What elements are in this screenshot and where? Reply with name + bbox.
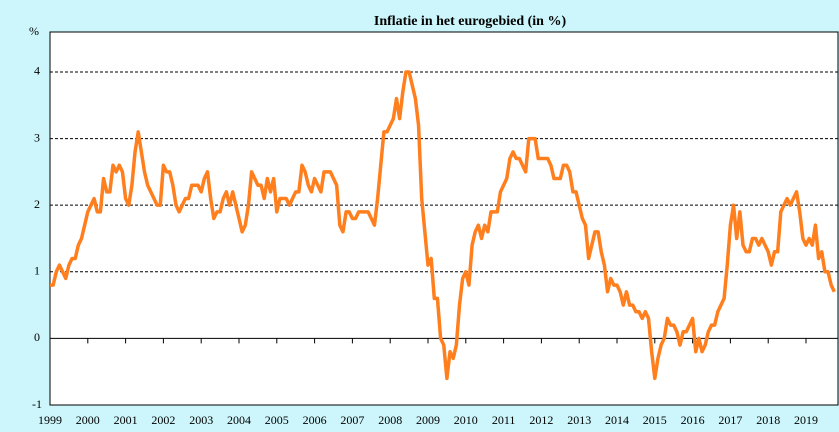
x-tick-label: 2017 (718, 413, 742, 427)
x-tick-label: 1999 (38, 413, 62, 427)
y-tick-label: -1 (32, 397, 42, 411)
y-tick-label: 0 (34, 330, 40, 344)
x-tick-label: 2011 (492, 413, 516, 427)
x-tick-label: 2013 (567, 413, 591, 427)
x-tick-label: 2018 (756, 413, 780, 427)
x-tick-label: 2005 (265, 413, 289, 427)
x-tick-label: 2010 (454, 413, 478, 427)
y-tick-label: 2 (34, 197, 40, 211)
y-tick-label: 3 (34, 130, 40, 144)
x-tick-label: 2004 (227, 413, 251, 427)
x-tick-label: 2006 (303, 413, 327, 427)
x-tick-label: 2019 (794, 413, 818, 427)
x-tick-label: 2014 (605, 413, 629, 427)
x-tick-label: 2003 (189, 413, 213, 427)
x-tick-label: 2015 (643, 413, 667, 427)
x-tick-label: 2012 (529, 413, 553, 427)
x-tick-label: 2002 (151, 413, 175, 427)
x-tick-label: 2007 (340, 413, 364, 427)
y-axis-label: % (29, 24, 39, 38)
x-tick-label: 2001 (114, 413, 138, 427)
x-tick-label: 2016 (681, 413, 705, 427)
y-tick-label: 4 (34, 64, 40, 78)
x-tick-label: 2000 (76, 413, 100, 427)
x-tick-label: 2009 (416, 413, 440, 427)
line (50, 70, 836, 381)
y-tick-label: 1 (34, 264, 40, 278)
chart-title: Inflatie in het eurogebied (in %) (374, 14, 567, 29)
x-tick-label: 2008 (378, 413, 402, 427)
